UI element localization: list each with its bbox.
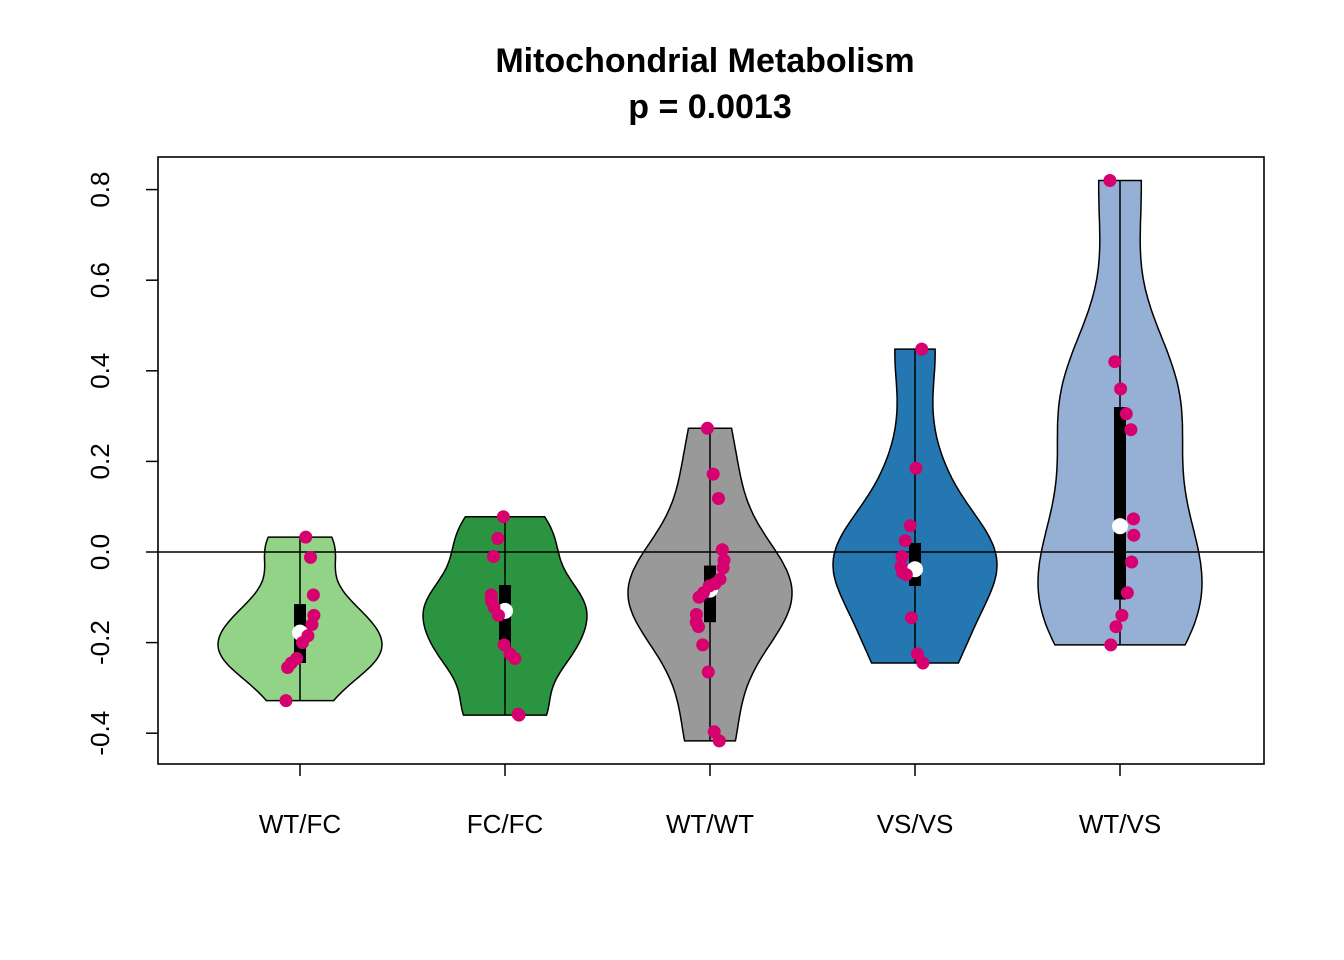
data-point — [715, 543, 729, 557]
data-point — [899, 568, 913, 582]
data-point — [916, 656, 930, 670]
data-point — [279, 694, 293, 708]
chart-subtitle: p = 0.0013 — [628, 88, 792, 126]
data-point — [1119, 407, 1133, 421]
x-tick-label: FC/FC — [467, 809, 544, 839]
data-point — [1124, 423, 1138, 437]
y-tick-label: -0.2 — [85, 620, 115, 665]
data-point — [512, 708, 526, 722]
data-point — [496, 510, 510, 524]
data-point — [492, 608, 505, 622]
data-point — [1108, 355, 1122, 369]
data-point — [895, 550, 909, 563]
y-tick-label: -0.4 — [85, 711, 115, 756]
x-tick-label: WT/VS — [1079, 809, 1161, 839]
chart-title: Mitochondrial Metabolism — [495, 42, 914, 80]
y-tick-label: 0.2 — [85, 443, 115, 479]
plot-frame — [157, 156, 1265, 765]
data-point — [1109, 620, 1123, 634]
data-point — [491, 531, 505, 545]
data-point — [1125, 555, 1139, 569]
x-tick-label: VS/VS — [877, 809, 954, 839]
data-point — [306, 588, 320, 602]
data-point — [304, 550, 317, 564]
data-point — [700, 421, 714, 435]
x-axis: WT/FC FC/FC WT/WT VS/VS WT/VS — [259, 764, 1161, 839]
data-point — [1120, 586, 1134, 600]
data-point — [716, 561, 730, 575]
data-point — [909, 461, 923, 475]
x-tick-label: WT/WT — [666, 809, 754, 839]
data-point — [296, 636, 309, 650]
y-axis: -0.4 -0.2 0.0 0.2 0.4 0.6 0.8 — [85, 172, 158, 756]
data-point — [903, 519, 917, 533]
data-point — [508, 652, 522, 665]
data-point — [692, 590, 706, 604]
data-point — [1127, 528, 1141, 542]
data-point — [1104, 638, 1118, 652]
y-tick-label: 0.6 — [85, 262, 115, 298]
data-point — [281, 661, 295, 674]
data-point — [905, 611, 918, 625]
median-marker — [1112, 518, 1128, 535]
data-point — [487, 550, 500, 563]
data-point — [1127, 512, 1140, 526]
data-point — [1103, 174, 1117, 187]
data-point — [712, 734, 726, 748]
y-tick-label: 0.4 — [85, 353, 115, 389]
data-point — [712, 492, 725, 505]
y-tick-label: 0.0 — [85, 534, 115, 570]
data-point — [706, 467, 720, 481]
data-point — [299, 530, 313, 544]
data-point — [915, 342, 929, 356]
data-point — [1114, 382, 1128, 396]
plot-area — [158, 174, 1264, 748]
data-point — [701, 665, 715, 679]
data-point — [898, 534, 912, 548]
data-point — [305, 618, 319, 631]
data-point — [1115, 608, 1129, 622]
y-tick-label: 0.8 — [85, 172, 115, 208]
data-point — [692, 620, 705, 634]
data-point — [696, 638, 710, 652]
iqr-box — [1114, 407, 1126, 600]
x-tick-label: WT/FC — [259, 809, 341, 839]
